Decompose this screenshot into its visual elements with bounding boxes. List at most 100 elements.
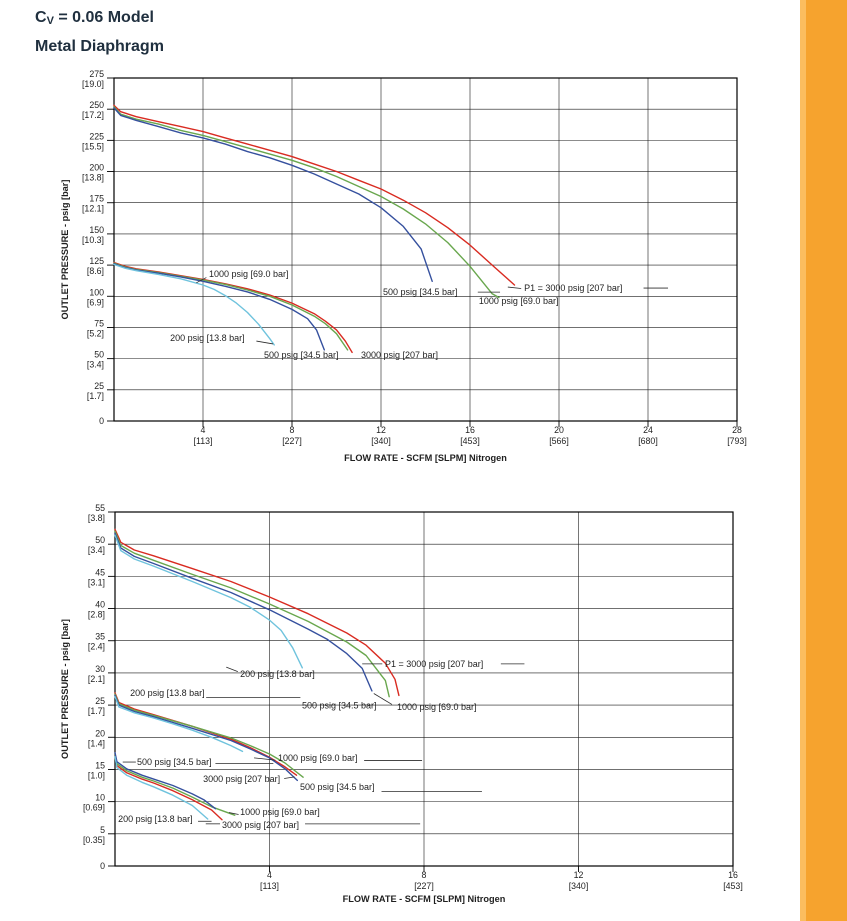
y-tick-sublabel: [0.35] (83, 835, 105, 845)
y-tick-sublabel: [1.0] (88, 770, 105, 780)
x-tick-label: 8 (422, 870, 427, 880)
y-tick-sublabel: [17.2] (82, 110, 104, 120)
curve-annotation-label: 200 psig [13.8 bar] (170, 333, 245, 343)
cv-symbol: C (35, 9, 47, 26)
x-tick-label: 16 (465, 425, 475, 435)
y-tick-label: 15 (95, 760, 105, 770)
series-curve-p3000 (114, 528, 400, 697)
x-tick-sublabel: [566] (549, 436, 569, 446)
y-axis-title: OUTLET PRESSURE - psig [bar] (60, 180, 70, 320)
annotation-leader-line (228, 812, 239, 815)
series-curve-p200 (113, 263, 275, 346)
annotation-leader-line (507, 286, 522, 289)
annotation-leader-line (226, 666, 238, 672)
y-tick-sublabel: [1.7] (87, 391, 104, 401)
accent-stripe-edge (800, 0, 806, 921)
x-tick-label: 4 (267, 870, 272, 880)
y-tick-sublabel: [2.1] (88, 674, 105, 684)
annotation-leader-line (196, 277, 207, 284)
plot-border (113, 77, 738, 422)
title-block: CV = 0.06 Model Metal Diaphragm (35, 10, 164, 55)
series-curve-p500 (114, 694, 298, 782)
x-tick-sublabel: [340] (371, 436, 391, 446)
x-tick-label: 16 (728, 870, 738, 880)
series-curve-p1000 (114, 693, 304, 778)
x-tick-label: 20 (554, 425, 564, 435)
high-pressure-flow-chart: 275[19.0]250[17.2]225[15.5]200[13.8]175[… (60, 69, 747, 463)
y-tick-sublabel: [6.9] (87, 297, 104, 307)
series-curve-p3000 (113, 104, 516, 286)
y-tick-label: 30 (95, 664, 105, 674)
curve-annotation-label: 500 psig [34.5 bar] (302, 700, 377, 710)
y-tick-sublabel: [12.1] (82, 204, 104, 214)
x-tick-sublabel: [680] (638, 436, 658, 446)
x-tick-sublabel: [453] (460, 436, 480, 446)
y-tick-label: 0 (100, 861, 105, 871)
model-title: CV = 0.06 Model (35, 10, 164, 27)
x-axis-title: FLOW RATE - SCFM [SLPM] Nitrogen (344, 453, 507, 463)
y-tick-label: 5 (100, 825, 105, 835)
y-tick-label: 200 (89, 163, 104, 173)
y-tick-label: 40 (95, 600, 105, 610)
series-curve-p3000 (114, 754, 223, 821)
series-curve-p200 (114, 534, 303, 669)
curve-annotation-label: 3000 psig [207 bar] (361, 350, 438, 360)
curve-annotation-label: 500 psig [34.5 bar] (264, 350, 339, 360)
low-pressure-flow-chart: 55[3.8]50[3.4]45[3.1]40[2.8]35[2.4]30[2.… (60, 503, 743, 904)
y-tick-sublabel: [2.4] (88, 642, 105, 652)
x-tick-sublabel: [113] (194, 436, 213, 446)
curve-annotation-label: 1000 psig [69.0 bar] (240, 807, 320, 817)
x-tick-sublabel: [113] (260, 881, 279, 891)
y-tick-label: 0 (99, 416, 104, 426)
series-curve-p500 (113, 107, 433, 282)
annotation-leader-line (254, 757, 276, 761)
y-axis-title: OUTLET PRESSURE - psig [bar] (60, 619, 70, 759)
y-tick-sublabel: [8.6] (87, 266, 104, 276)
annotation-leader-line (284, 776, 295, 779)
y-tick-sublabel: [15.5] (82, 141, 104, 151)
y-tick-label: 150 (89, 225, 104, 235)
y-tick-sublabel: [19.0] (82, 79, 104, 89)
x-tick-label: 8 (290, 425, 295, 435)
y-tick-label: 225 (89, 131, 104, 141)
y-tick-label: 50 (94, 350, 104, 360)
y-tick-label: 25 (94, 381, 104, 391)
curve-annotation-label: 500 psig [34.5 bar] (137, 757, 212, 767)
series-curve-p200 (114, 755, 209, 820)
accent-stripe (800, 0, 847, 921)
x-tick-label: 12 (574, 870, 584, 880)
x-tick-sublabel: [453] (723, 881, 743, 891)
series-curve-p200 (114, 696, 244, 753)
curve-annotation-label: 200 psig [13.8 bar] (118, 814, 193, 824)
y-tick-label: 175 (89, 194, 104, 204)
y-tick-label: 50 (95, 535, 105, 545)
series-curve-p1000 (114, 530, 390, 698)
y-tick-sublabel: [1.4] (88, 738, 105, 748)
x-tick-sublabel: [227] (414, 881, 434, 891)
series-curve-p1000 (113, 106, 500, 299)
x-tick-label: 4 (201, 425, 206, 435)
curve-annotation-label: 200 psig [13.8 bar] (130, 688, 205, 698)
annotation-leader-line (373, 693, 393, 705)
y-tick-label: 25 (95, 696, 105, 706)
series-curve-p500 (114, 532, 373, 692)
x-tick-label: 24 (643, 425, 653, 435)
curve-annotation-label: P1 = 3000 psig [207 bar] (385, 659, 483, 669)
x-tick-label: 12 (376, 425, 386, 435)
y-tick-label: 10 (95, 793, 105, 803)
curve-annotation-label: 1000 psig [69.0 bar] (209, 269, 289, 279)
y-tick-sublabel: [3.4] (88, 545, 105, 555)
curve-annotation-label: 1000 psig [69.0 bar] (278, 753, 358, 763)
y-tick-label: 275 (89, 69, 104, 79)
y-tick-sublabel: [3.4] (87, 360, 104, 370)
x-tick-sublabel: [227] (282, 436, 302, 446)
series-curve-p500 (114, 752, 217, 810)
y-tick-sublabel: [10.3] (82, 235, 104, 245)
y-tick-sublabel: [3.1] (88, 577, 105, 587)
y-tick-sublabel: [5.2] (87, 328, 104, 338)
x-tick-sublabel: [793] (727, 436, 747, 446)
x-tick-sublabel: [340] (569, 881, 589, 891)
diaphragm-subtitle: Metal Diaphragm (35, 38, 164, 55)
curve-annotation-label: 500 psig [34.5 bar] (383, 287, 458, 297)
